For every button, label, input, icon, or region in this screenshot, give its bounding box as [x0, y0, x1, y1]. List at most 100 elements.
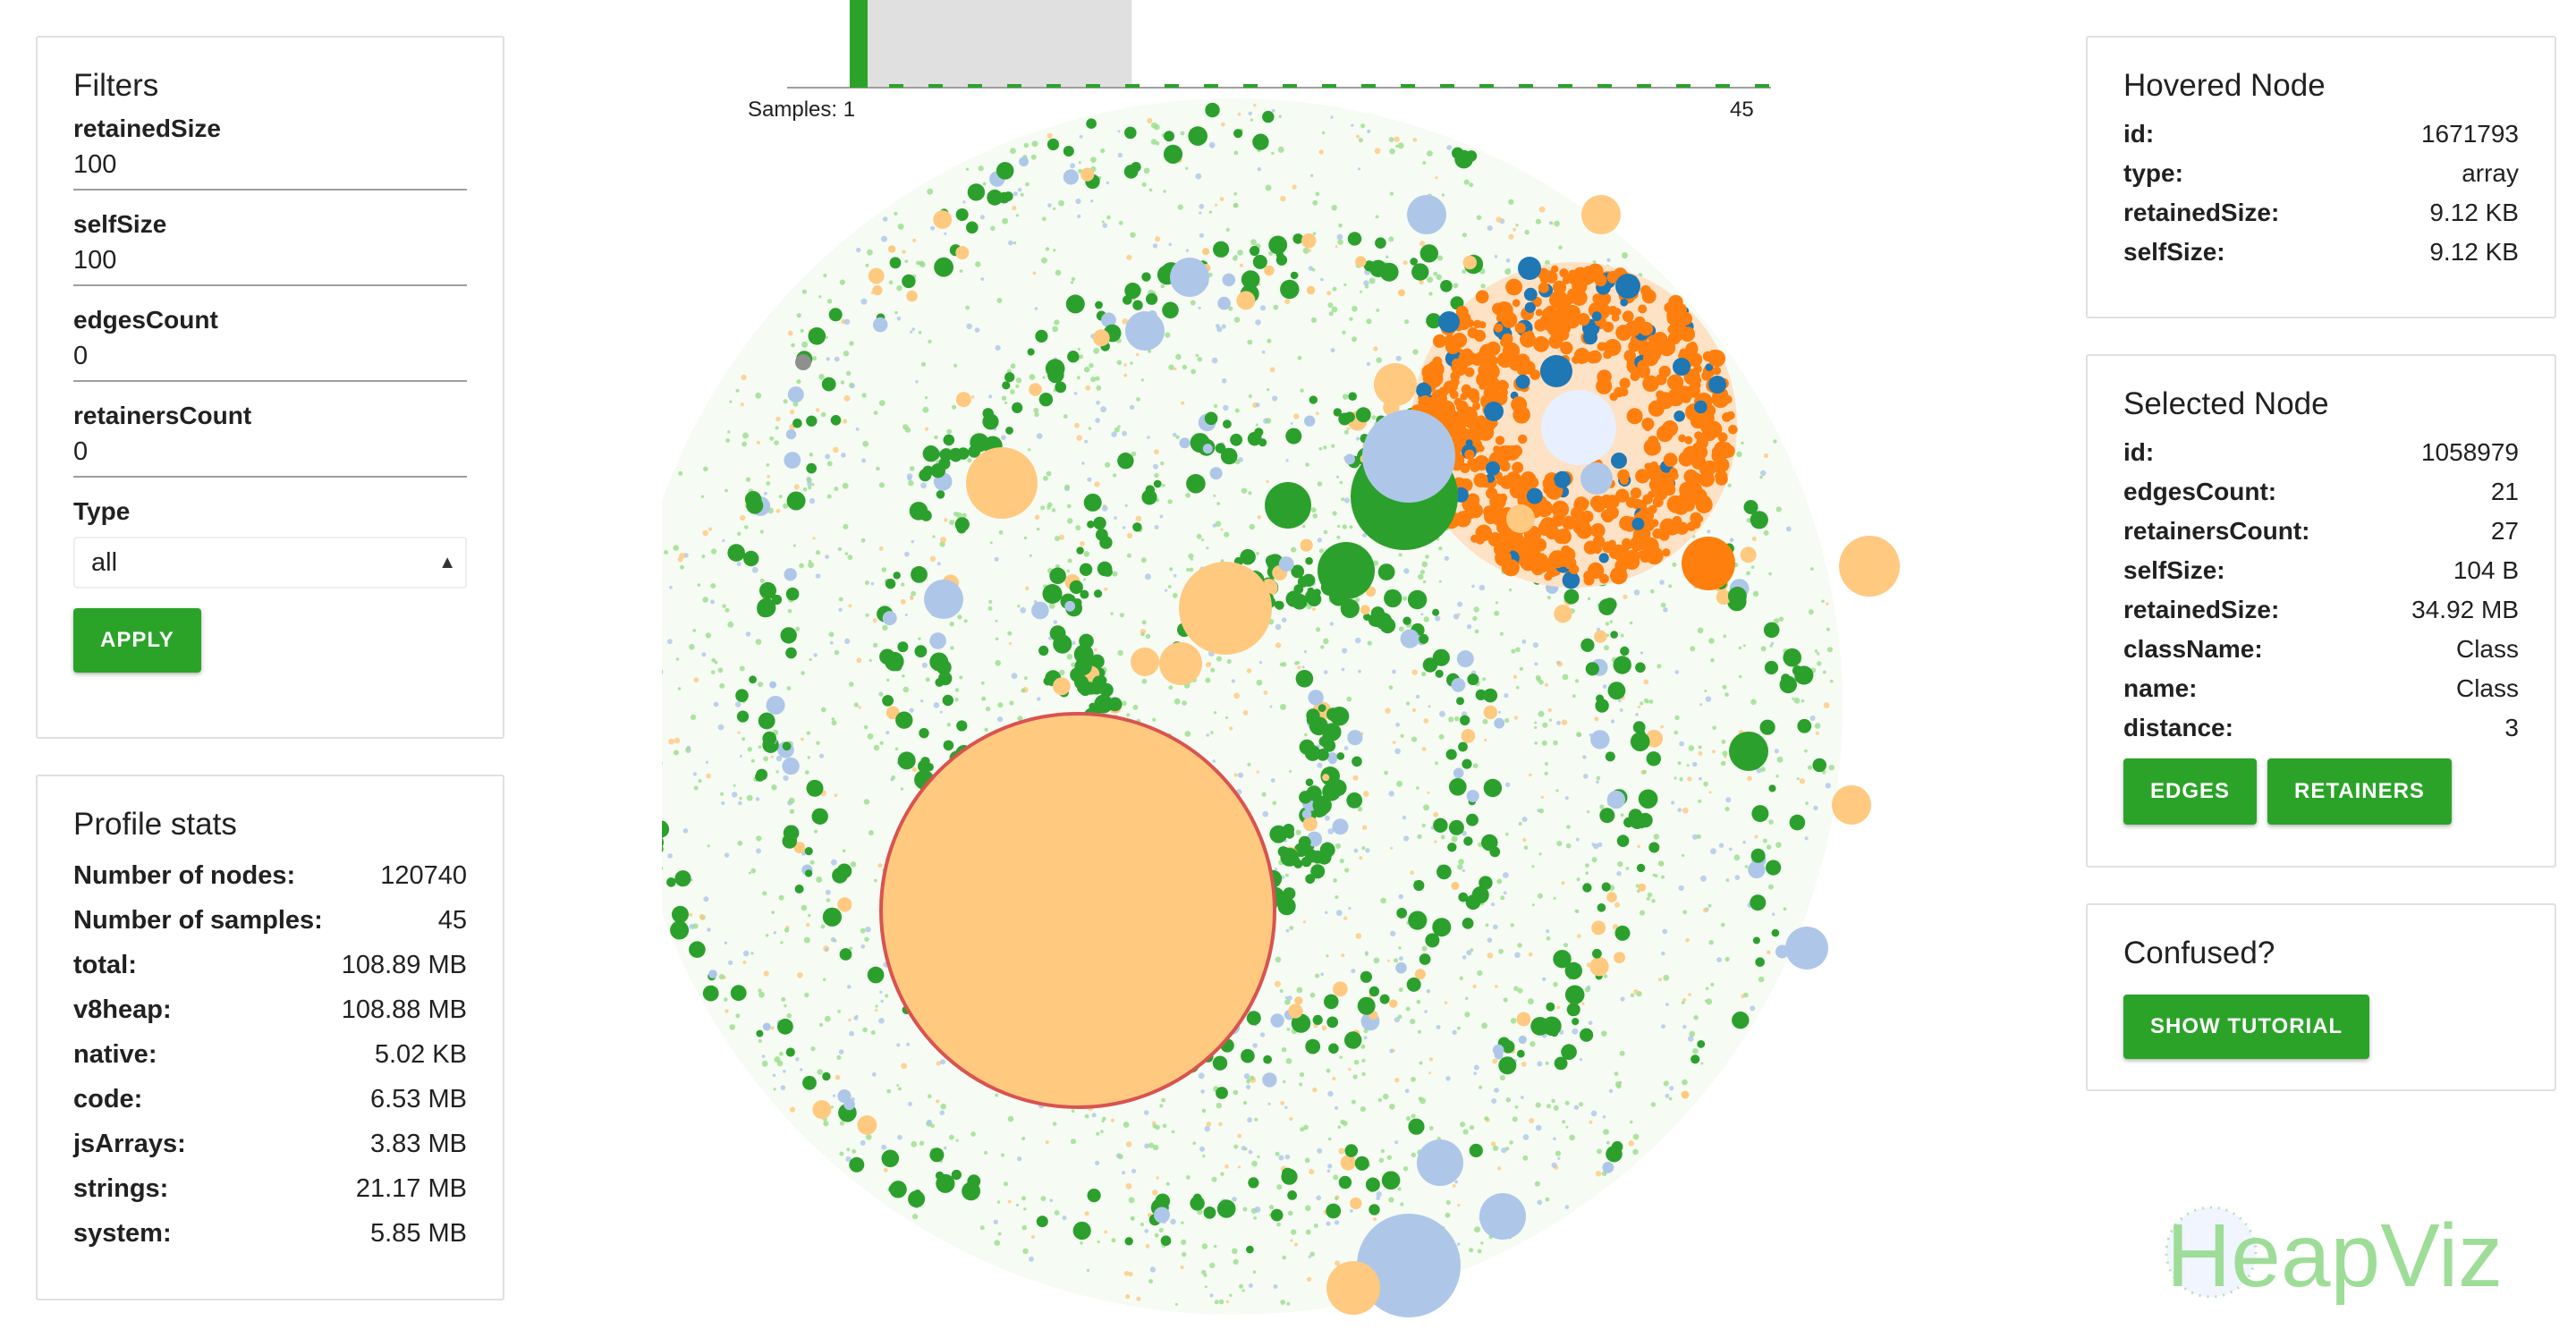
- heap-node-small[interactable]: [1532, 642, 1538, 648]
- heap-node-small[interactable]: [1563, 943, 1569, 948]
- heap-node-small[interactable]: [1182, 700, 1187, 706]
- heap-node-small[interactable]: [1419, 279, 1424, 285]
- heap-node-small[interactable]: [1452, 1184, 1456, 1188]
- heap-node-small[interactable]: [717, 667, 724, 673]
- heap-node-small[interactable]: [724, 941, 728, 944]
- heap-node-small[interactable]: [865, 927, 871, 933]
- heap-node-small[interactable]: [930, 1123, 935, 1129]
- heap-node-small[interactable]: [1247, 1117, 1252, 1123]
- heap-node[interactable]: [1668, 521, 1682, 535]
- heap-node-small[interactable]: [1677, 808, 1682, 813]
- heap-node[interactable]: [1751, 805, 1769, 823]
- heap-node-small[interactable]: [1239, 263, 1243, 267]
- heap-node-small[interactable]: [867, 249, 873, 256]
- heap-node[interactable]: [702, 985, 719, 1002]
- heap-node-small[interactable]: [1342, 524, 1347, 529]
- heap-node-small[interactable]: [1090, 157, 1097, 163]
- heap-node[interactable]: [1433, 817, 1448, 833]
- heap-node[interactable]: [766, 696, 785, 715]
- heap-node-small[interactable]: [1774, 749, 1779, 754]
- heap-node[interactable]: [925, 763, 934, 772]
- heap-node[interactable]: [1419, 953, 1431, 965]
- heap-node[interactable]: [1617, 469, 1630, 482]
- heap-node-small[interactable]: [1517, 987, 1523, 994]
- heap-node-small[interactable]: [1346, 696, 1352, 702]
- heap-node[interactable]: [879, 648, 895, 665]
- heap-node-small[interactable]: [1738, 646, 1742, 650]
- heap-node-small[interactable]: [912, 1214, 919, 1220]
- heap-node-small[interactable]: [1498, 948, 1504, 954]
- heap-node-small[interactable]: [1438, 546, 1443, 551]
- heap-node-small[interactable]: [995, 1093, 999, 1097]
- heap-node[interactable]: [1350, 1197, 1362, 1210]
- heap-node-small[interactable]: [896, 316, 902, 321]
- heap-node-small[interactable]: [984, 1150, 988, 1155]
- heap-node-small[interactable]: [793, 484, 800, 490]
- heap-node-small[interactable]: [830, 859, 837, 866]
- heap-node[interactable]: [1623, 554, 1640, 571]
- heap-node-small[interactable]: [1024, 676, 1028, 681]
- heap-node-small[interactable]: [713, 701, 719, 707]
- heap-node-small[interactable]: [1126, 254, 1132, 260]
- heap-node-small[interactable]: [1283, 1080, 1286, 1084]
- heap-node-small[interactable]: [729, 1024, 735, 1030]
- heap-node[interactable]: [786, 491, 806, 511]
- heap-node-small[interactable]: [1637, 844, 1640, 849]
- heap-node-small[interactable]: [904, 614, 908, 616]
- retained-size-input[interactable]: [73, 143, 467, 191]
- heap-node-small[interactable]: [796, 379, 801, 385]
- heap-node-small[interactable]: [1117, 649, 1123, 656]
- heap-node-small[interactable]: [1284, 995, 1288, 1000]
- heap-node-small[interactable]: [1055, 536, 1060, 542]
- heap-node-small[interactable]: [1456, 1242, 1461, 1246]
- heap-node-small[interactable]: [1796, 777, 1800, 781]
- heap-node[interactable]: [1318, 704, 1326, 713]
- heap-node-small[interactable]: [758, 988, 762, 993]
- heap-node-large[interactable]: [1479, 1193, 1526, 1240]
- heap-node-small[interactable]: [1599, 804, 1605, 809]
- heap-node-small[interactable]: [1106, 215, 1111, 220]
- heap-node-small[interactable]: [1551, 1098, 1555, 1104]
- heap-node[interactable]: [996, 162, 1014, 180]
- heap-node[interactable]: [1141, 489, 1157, 505]
- heap-node-small[interactable]: [1441, 193, 1445, 197]
- heap-node-small[interactable]: [1822, 670, 1826, 674]
- heap-node-small[interactable]: [719, 682, 725, 689]
- heap-node-small[interactable]: [1469, 1248, 1474, 1253]
- heap-node-small[interactable]: [1596, 780, 1599, 783]
- heap-node-small[interactable]: [1125, 1294, 1131, 1300]
- heap-node-small[interactable]: [840, 380, 845, 385]
- heap-node[interactable]: [1209, 467, 1223, 480]
- heap-node-small[interactable]: [1699, 875, 1707, 882]
- heap-node-small[interactable]: [1804, 749, 1808, 753]
- heap-node-large[interactable]: [1318, 542, 1375, 599]
- heap-node[interactable]: [1553, 950, 1572, 969]
- heap-node-small[interactable]: [1117, 130, 1121, 133]
- heap-node[interactable]: [1596, 377, 1613, 394]
- heap-node-small[interactable]: [801, 904, 808, 911]
- heap-node-small[interactable]: [1131, 1168, 1137, 1173]
- heap-node-small[interactable]: [878, 546, 884, 551]
- heap-node[interactable]: [1599, 808, 1615, 824]
- heap-node-small[interactable]: [838, 1049, 844, 1054]
- heap-node[interactable]: [1288, 1004, 1303, 1019]
- heap-node-small[interactable]: [886, 678, 890, 682]
- heap-node-small[interactable]: [1258, 661, 1262, 665]
- heap-node-small[interactable]: [1136, 1296, 1141, 1301]
- heap-node-small[interactable]: [724, 1009, 729, 1013]
- heap-node-small[interactable]: [1285, 1058, 1292, 1064]
- heap-node[interactable]: [1516, 1012, 1531, 1027]
- heap-node-small[interactable]: [811, 483, 815, 487]
- heap-node-small[interactable]: [1220, 528, 1224, 531]
- heap-node[interactable]: [1564, 961, 1582, 980]
- heap-node-small[interactable]: [1472, 615, 1478, 622]
- heap-node[interactable]: [1408, 1118, 1425, 1135]
- heap-node[interactable]: [936, 1173, 955, 1193]
- heap-node-small[interactable]: [1272, 800, 1277, 806]
- heap-node-small[interactable]: [784, 927, 790, 933]
- histogram-selection[interactable]: [862, 0, 1132, 88]
- heap-node-small[interactable]: [919, 260, 925, 267]
- heap-node-small[interactable]: [1243, 1073, 1250, 1080]
- heap-node-small[interactable]: [826, 898, 831, 902]
- heap-node[interactable]: [1250, 245, 1260, 257]
